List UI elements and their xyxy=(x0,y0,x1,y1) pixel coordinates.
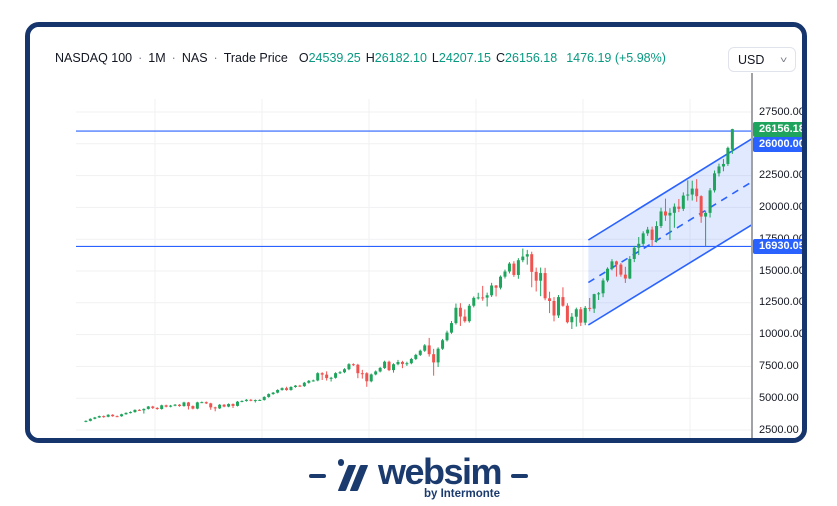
candlestick-chart[interactable] xyxy=(30,27,807,443)
exchange-label: NAS xyxy=(181,51,208,65)
websim-footer: websim by Intermonte xyxy=(0,452,837,506)
price-type-label: Trade Price xyxy=(223,51,288,65)
websim-logo-icon xyxy=(336,452,372,492)
ohlc-low: L24207.15 xyxy=(431,51,492,65)
logo-dash-right-icon xyxy=(511,474,529,478)
ohlc-high: H26182.10 xyxy=(365,51,427,65)
interval-label[interactable]: 1M xyxy=(148,51,166,65)
legend-separator: · xyxy=(138,51,143,65)
currency-label: USD xyxy=(738,52,765,67)
ohlc-close: C26156.18 xyxy=(496,51,558,65)
candles xyxy=(84,128,734,423)
chart-card-frame: NASDAQ 100 · 1M · NAS · Trade Price O245… xyxy=(25,22,807,443)
ohlc-open: O24539.25 xyxy=(298,51,361,65)
change-value: 1476.19 (+5.98%) xyxy=(566,51,666,65)
brand-wordmark: websim xyxy=(377,451,503,492)
legend-separator: · xyxy=(213,51,218,65)
wordmark-wrap: websim by Intermonte xyxy=(377,451,503,501)
chart-legend: NASDAQ 100 · 1M · NAS · Trade Price O245… xyxy=(55,50,666,66)
chevron-down-icon: ˅ xyxy=(779,54,788,65)
currency-selector[interactable]: USD ˅ xyxy=(728,47,796,72)
legend-separator: · xyxy=(171,51,176,65)
brand-byline: by Intermonte xyxy=(423,488,501,500)
logo-dash-left-icon xyxy=(308,474,326,478)
chart-card: NASDAQ 100 · 1M · NAS · Trade Price O245… xyxy=(30,27,802,438)
symbol-title[interactable]: NASDAQ 100 xyxy=(55,51,133,65)
